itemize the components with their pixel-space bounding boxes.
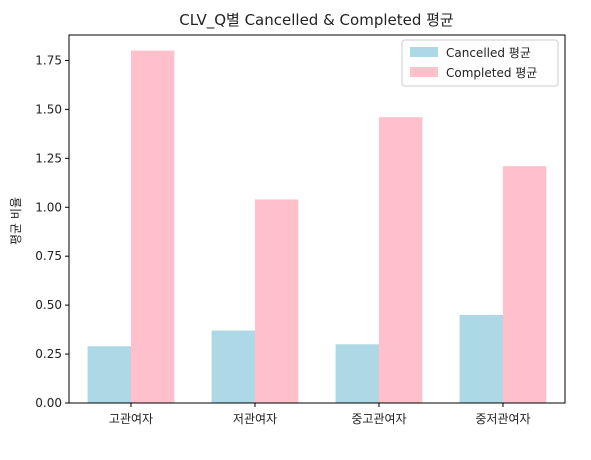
x-tick-label: 저관여자 bbox=[233, 412, 277, 426]
y-tick-label: 1.25 bbox=[35, 151, 62, 165]
bar-completed-2 bbox=[379, 117, 423, 404]
legend-box bbox=[401, 39, 559, 87]
legend-label-0: Cancelled 평균 bbox=[446, 46, 531, 60]
legend: Cancelled 평균 Completed 평균 bbox=[401, 39, 559, 87]
x-tick-label: 중저관여자 bbox=[475, 412, 530, 426]
bar-cancelled-2 bbox=[335, 344, 379, 403]
bar-completed-0 bbox=[131, 50, 175, 403]
x-tick-label: 중고관여자 bbox=[351, 412, 406, 426]
y-tick-label: 1.50 bbox=[35, 102, 62, 116]
y-axis: 0.00 0.25 0.50 0.75 1.00 1.25 1.50 1.75 bbox=[35, 53, 69, 410]
bar-cancelled-3 bbox=[459, 314, 503, 403]
y-tick-label: 0.50 bbox=[35, 298, 62, 312]
y-axis-label: 평균 비율 bbox=[9, 197, 23, 245]
bar-completed-1 bbox=[255, 199, 299, 403]
x-tick-label: 고관여자 bbox=[109, 412, 153, 426]
bar-completed-3 bbox=[503, 166, 547, 403]
y-tick-label: 1.75 bbox=[35, 53, 62, 67]
legend-label-1: Completed 평균 bbox=[446, 66, 537, 80]
x-axis: 고관여자 저관여자 중고관여자 중저관여자 bbox=[109, 403, 531, 426]
plot-frame bbox=[68, 34, 566, 404]
legend-swatch-0 bbox=[410, 47, 438, 57]
y-tick-label: 0.25 bbox=[35, 347, 62, 361]
y-tick-label: 1.00 bbox=[35, 200, 62, 214]
bars-group bbox=[87, 50, 547, 404]
bar-cancelled-1 bbox=[211, 330, 255, 403]
y-tick-label: 0.00 bbox=[35, 396, 62, 410]
bar-cancelled-0 bbox=[87, 346, 131, 403]
legend-swatch-1 bbox=[410, 67, 438, 77]
y-tick-label: 0.75 bbox=[35, 249, 62, 263]
chart-title: CLV_Q별 Cancelled & Completed 평균 bbox=[179, 11, 454, 30]
